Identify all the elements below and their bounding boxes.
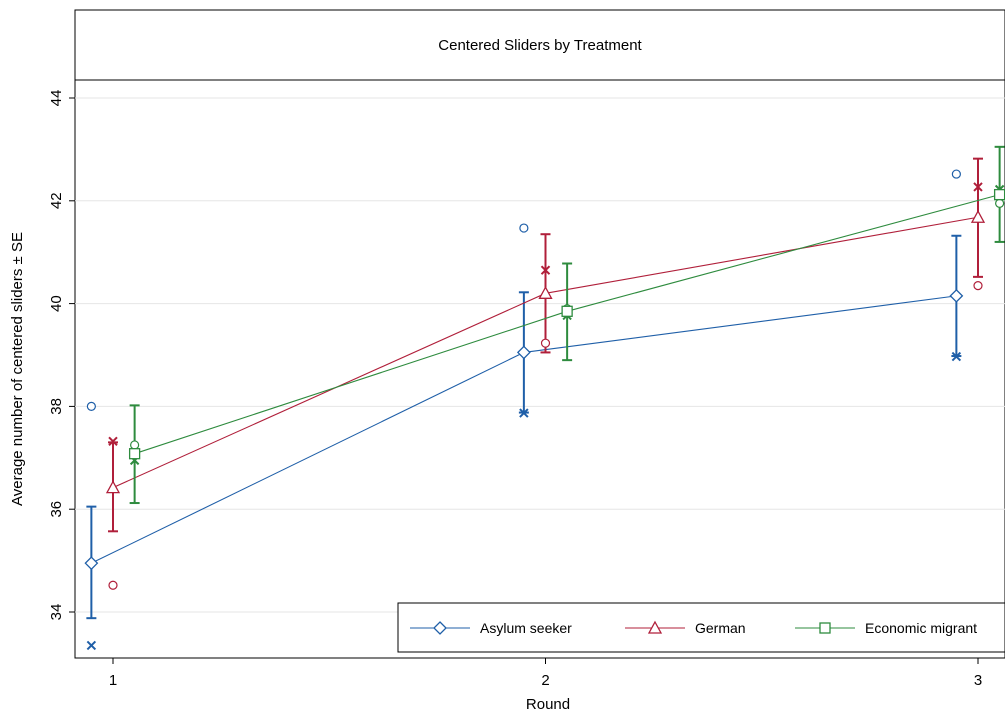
y-tick-label: 44: [48, 90, 65, 107]
mean-marker: [105, 480, 121, 494]
series-economic-migrant: [128, 145, 1005, 505]
y-tick-label: 38: [48, 398, 65, 415]
legend-box: [397, 602, 1005, 653]
legend-label: Asylum seeker: [480, 620, 572, 636]
series-german: [105, 157, 986, 590]
cross-point: [973, 182, 983, 192]
legend: Asylum seeker German Economic migrant: [397, 602, 1005, 653]
circle-point: [995, 198, 1005, 208]
y-axis-label: Average number of centered sliders ± SE: [9, 232, 26, 506]
mean-marker: [538, 285, 553, 299]
series-layer: [84, 145, 1005, 651]
circle-point: [951, 169, 961, 179]
y-tick-label: 42: [48, 192, 65, 209]
title-box: [74, 9, 1005, 81]
x-tick-label: 1: [109, 672, 117, 689]
mean-marker: [128, 448, 141, 460]
cross-point: [86, 640, 97, 651]
mean-marker: [949, 288, 964, 303]
legend-label: Economic migrant: [865, 620, 977, 636]
mean-marker: [516, 345, 531, 360]
y-tick-label: 40: [48, 295, 65, 312]
legend-marker: [647, 620, 663, 634]
x-axis-label: Round: [526, 696, 570, 713]
circle-point: [130, 440, 140, 450]
cross-point: [108, 436, 118, 447]
circle-point: [540, 338, 551, 348]
cross-point: [540, 265, 551, 275]
cross-point: [951, 351, 962, 362]
legend-label: German: [695, 620, 746, 636]
legend-marker: [433, 621, 447, 635]
y-axis: 34 36 38 40 42 44: [48, 90, 75, 621]
plot-area: [74, 79, 1005, 659]
legend-marker: [819, 622, 831, 634]
chart-title: Centered Sliders by Treatment: [438, 37, 642, 54]
mean-marker: [84, 556, 99, 571]
mean-marker: [561, 305, 573, 317]
series-asylum-seeker: [84, 169, 964, 651]
x-tick-label: 2: [541, 672, 549, 689]
mean-marker: [993, 188, 1005, 201]
x-axis: 1 2 3: [109, 658, 982, 689]
circle-point: [519, 223, 529, 233]
cross-point: [519, 408, 529, 418]
y-tick-label: 34: [48, 604, 65, 621]
circle-point: [86, 401, 96, 411]
mean-marker: [970, 209, 986, 223]
y-tick-label: 36: [48, 501, 65, 518]
circle-point: [108, 580, 118, 590]
circle-point: [973, 281, 983, 291]
x-tick-label: 3: [974, 672, 982, 689]
